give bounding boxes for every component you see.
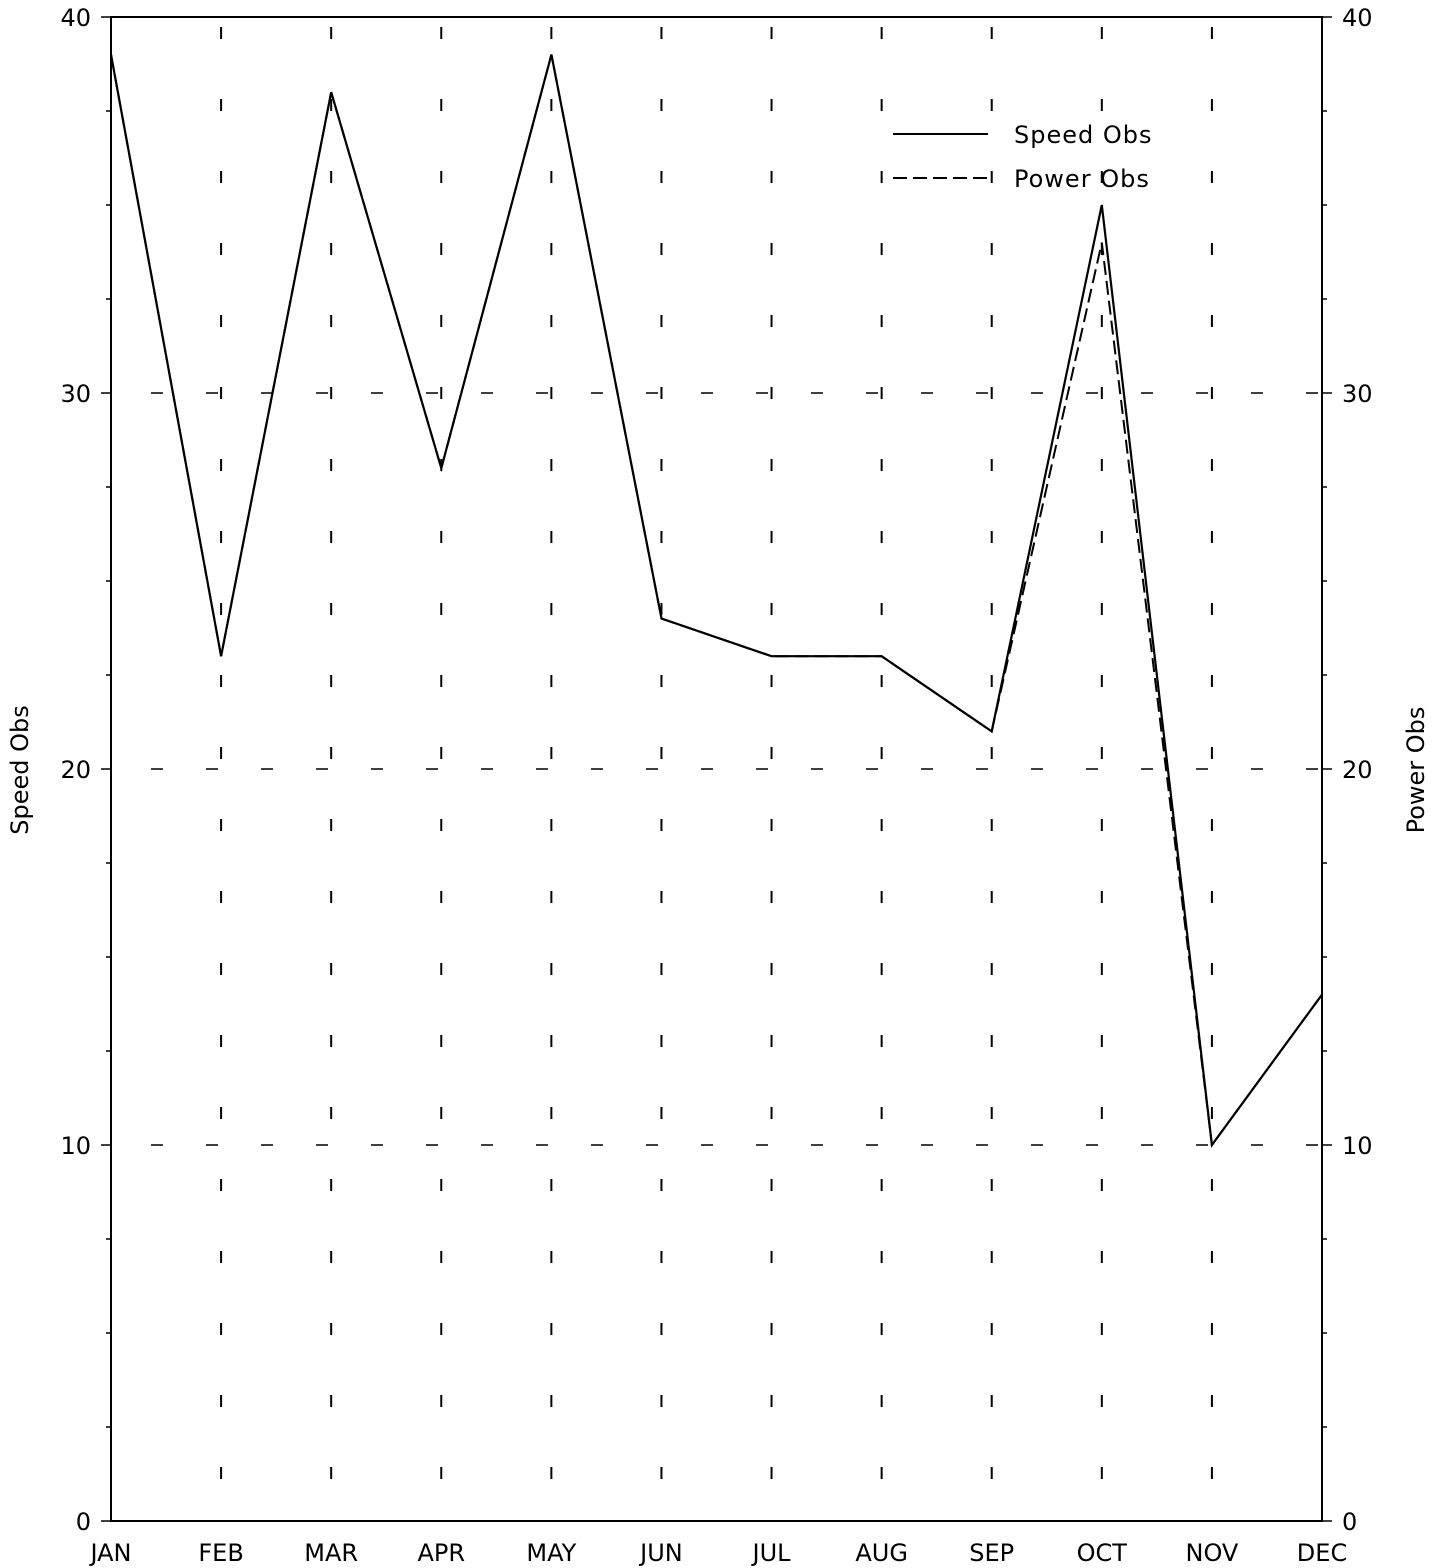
tick-labels: 0 0 10 10 20 20 30 30 40 40 JAN FEB MAR APR MAY JUN JUL A… xyxy=(60,4,1372,1567)
x-tick-label-aug: AUG xyxy=(855,1539,908,1567)
x-tick-label-mar: MAR xyxy=(304,1539,358,1567)
plot-border xyxy=(110,16,1323,1522)
x-tick-label-may: MAY xyxy=(526,1539,576,1567)
y-axis-title-left: Speed Obs xyxy=(6,705,34,835)
y-tick-label-right: 40 xyxy=(1342,4,1373,32)
y-tick-label-left: 20 xyxy=(60,756,91,784)
series-line-speed-obs xyxy=(109,54,1323,1148)
x-tick-label-sep: SEP xyxy=(969,1539,1014,1567)
y-axis-title-right: Power Obs xyxy=(1402,707,1430,834)
y-tick-label-right: 30 xyxy=(1342,380,1373,408)
y-tick-label-left: 30 xyxy=(60,380,91,408)
plot-frame xyxy=(101,16,1332,1522)
legend-label-speed-obs: Speed Obs xyxy=(1014,121,1153,149)
y-tick-label-right: 10 xyxy=(1342,1132,1373,1160)
x-tick-label-feb: FEB xyxy=(198,1539,243,1567)
x-tick-label-dec: DEC xyxy=(1297,1539,1347,1567)
y-tick-label-right: 0 xyxy=(1342,1508,1357,1536)
grid-lines xyxy=(111,17,1322,1521)
x-tick-label-apr: APR xyxy=(417,1539,465,1567)
x-tick-label-nov: NOV xyxy=(1185,1539,1238,1567)
y-tick-label-left: 10 xyxy=(60,1132,91,1160)
y-tick-label-left: 40 xyxy=(60,4,91,32)
series-line-power-obs xyxy=(110,54,1323,1148)
x-tick-label-jun: JUN xyxy=(638,1539,683,1567)
x-tick-label-jan: JAN xyxy=(88,1539,131,1567)
x-tick-label-jul: JUL xyxy=(751,1539,792,1567)
legend: Speed Obs Power Obs xyxy=(893,121,1153,193)
series-group xyxy=(109,54,1323,1148)
y-tick-label-left: 0 xyxy=(76,1508,91,1536)
x-tick-label-oct: OCT xyxy=(1077,1539,1128,1567)
y-tick-label-right: 20 xyxy=(1342,756,1373,784)
legend-label-power-obs: Power Obs xyxy=(1014,165,1150,193)
